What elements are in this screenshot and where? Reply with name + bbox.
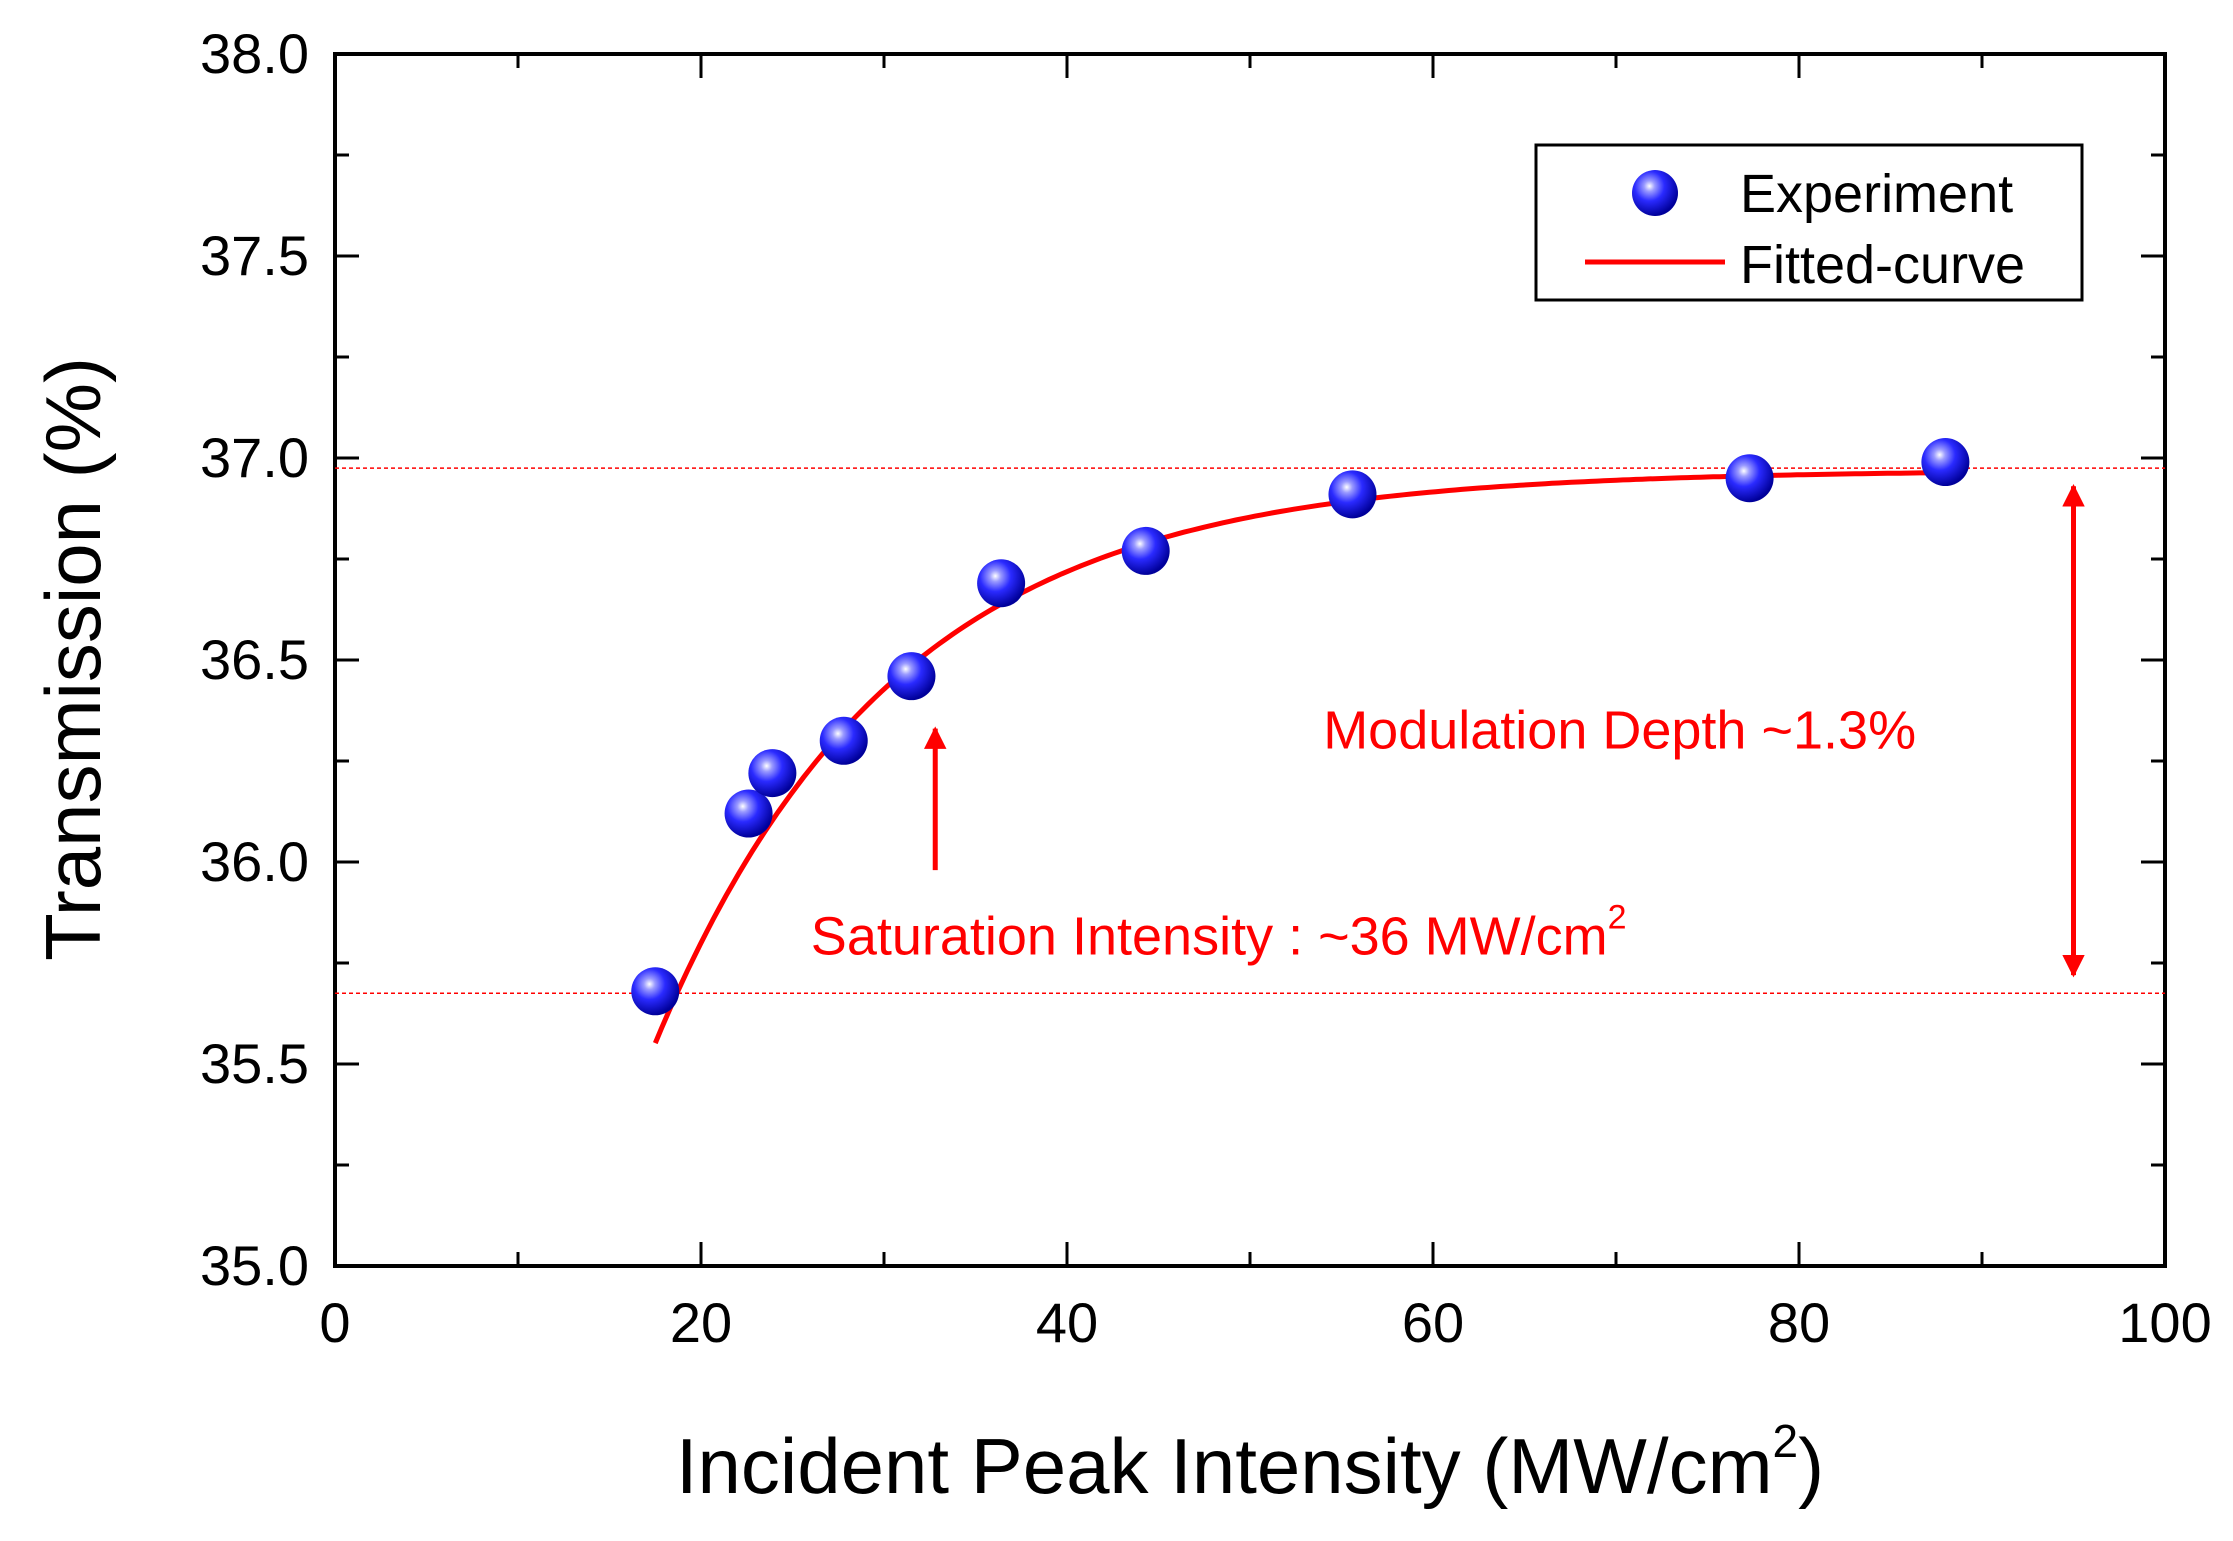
y-tick-label: 37.5	[200, 224, 309, 287]
y-tick-label: 35.5	[200, 1032, 309, 1095]
y-tick-label: 35.0	[200, 1234, 309, 1297]
y-tick-label: 38.0	[200, 22, 309, 85]
y-tick-label: 36.0	[200, 830, 309, 893]
y-tick-label: 36.5	[200, 628, 309, 691]
x-tick-label: 60	[1402, 1291, 1464, 1354]
experiment-point	[748, 749, 797, 798]
experiment-point	[977, 559, 1026, 608]
x-axis-ticks	[333, 54, 2167, 1266]
legend-marker-experiment	[1632, 170, 1678, 216]
experiment-point	[1328, 470, 1377, 519]
experiment-points	[631, 438, 1970, 1016]
y-axis-ticks	[335, 52, 2165, 1268]
experiment-point	[1121, 526, 1170, 575]
y-tick-label: 37.0	[200, 426, 309, 489]
x-axis-tick-labels: 0 20 40 60 80 100	[319, 1291, 2211, 1354]
modulation-depth-annotation: Modulation Depth ~1.3%	[1323, 701, 1916, 761]
experiment-point	[631, 967, 680, 1016]
x-tick-label: 20	[670, 1291, 732, 1354]
y-axis-title: Transmission (%)	[29, 357, 117, 961]
x-tick-label: 0	[319, 1291, 350, 1354]
x-tick-label: 100	[2118, 1291, 2211, 1354]
legend-label-fitted-curve: Fitted-curve	[1740, 235, 2025, 295]
experiment-point	[1921, 438, 1970, 487]
y-axis-tick-labels: 35.0 35.5 36.0 36.5 37.0 37.5 38.0	[200, 22, 309, 1297]
experiment-point	[887, 652, 936, 701]
experiment-point	[819, 716, 868, 765]
saturation-intensity-annotation: Saturation Intensity : ~36 MW/cm2	[811, 899, 1627, 967]
legend-box	[1534, 143, 2084, 302]
x-tick-label: 80	[1768, 1291, 1830, 1354]
experiment-point	[1725, 454, 1774, 503]
x-axis-title: Incident Peak Intensity (MW/cm2)	[676, 1415, 1824, 1510]
x-tick-label: 40	[1036, 1291, 1098, 1354]
annotation-arrows	[923, 484, 2085, 978]
legend: Experiment Fitted-curve	[1534, 143, 2084, 302]
experiment-point	[724, 789, 773, 838]
legend-label-experiment: Experiment	[1740, 164, 2013, 224]
